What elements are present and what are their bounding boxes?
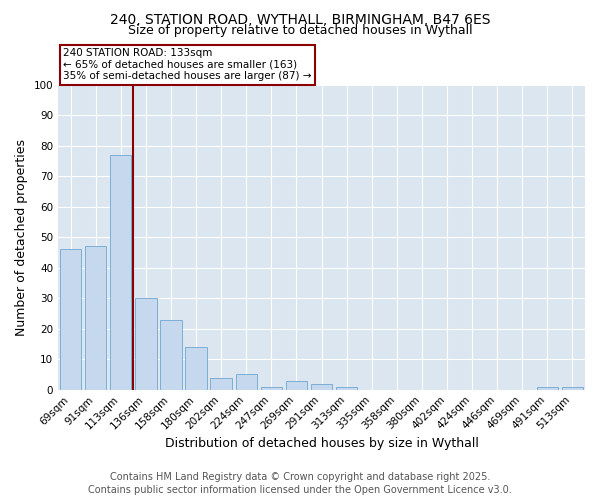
Text: 240 STATION ROAD: 133sqm
← 65% of detached houses are smaller (163)
35% of semi-: 240 STATION ROAD: 133sqm ← 65% of detach… xyxy=(64,48,312,82)
Y-axis label: Number of detached properties: Number of detached properties xyxy=(15,138,28,336)
Bar xyxy=(536,386,558,390)
Text: Contains HM Land Registry data © Crown copyright and database right 2025.
Contai: Contains HM Land Registry data © Crown c… xyxy=(88,472,512,495)
Bar xyxy=(286,380,307,390)
Bar xyxy=(211,378,232,390)
Bar xyxy=(60,250,81,390)
Bar xyxy=(160,320,182,390)
Bar xyxy=(85,246,106,390)
Bar xyxy=(110,154,131,390)
Bar xyxy=(185,347,207,390)
Text: Size of property relative to detached houses in Wythall: Size of property relative to detached ho… xyxy=(128,24,472,37)
Bar xyxy=(562,386,583,390)
Bar xyxy=(135,298,157,390)
Bar xyxy=(260,386,282,390)
Bar xyxy=(336,386,357,390)
Text: 240, STATION ROAD, WYTHALL, BIRMINGHAM, B47 6ES: 240, STATION ROAD, WYTHALL, BIRMINGHAM, … xyxy=(110,12,490,26)
X-axis label: Distribution of detached houses by size in Wythall: Distribution of detached houses by size … xyxy=(164,437,478,450)
Bar xyxy=(236,374,257,390)
Bar xyxy=(311,384,332,390)
